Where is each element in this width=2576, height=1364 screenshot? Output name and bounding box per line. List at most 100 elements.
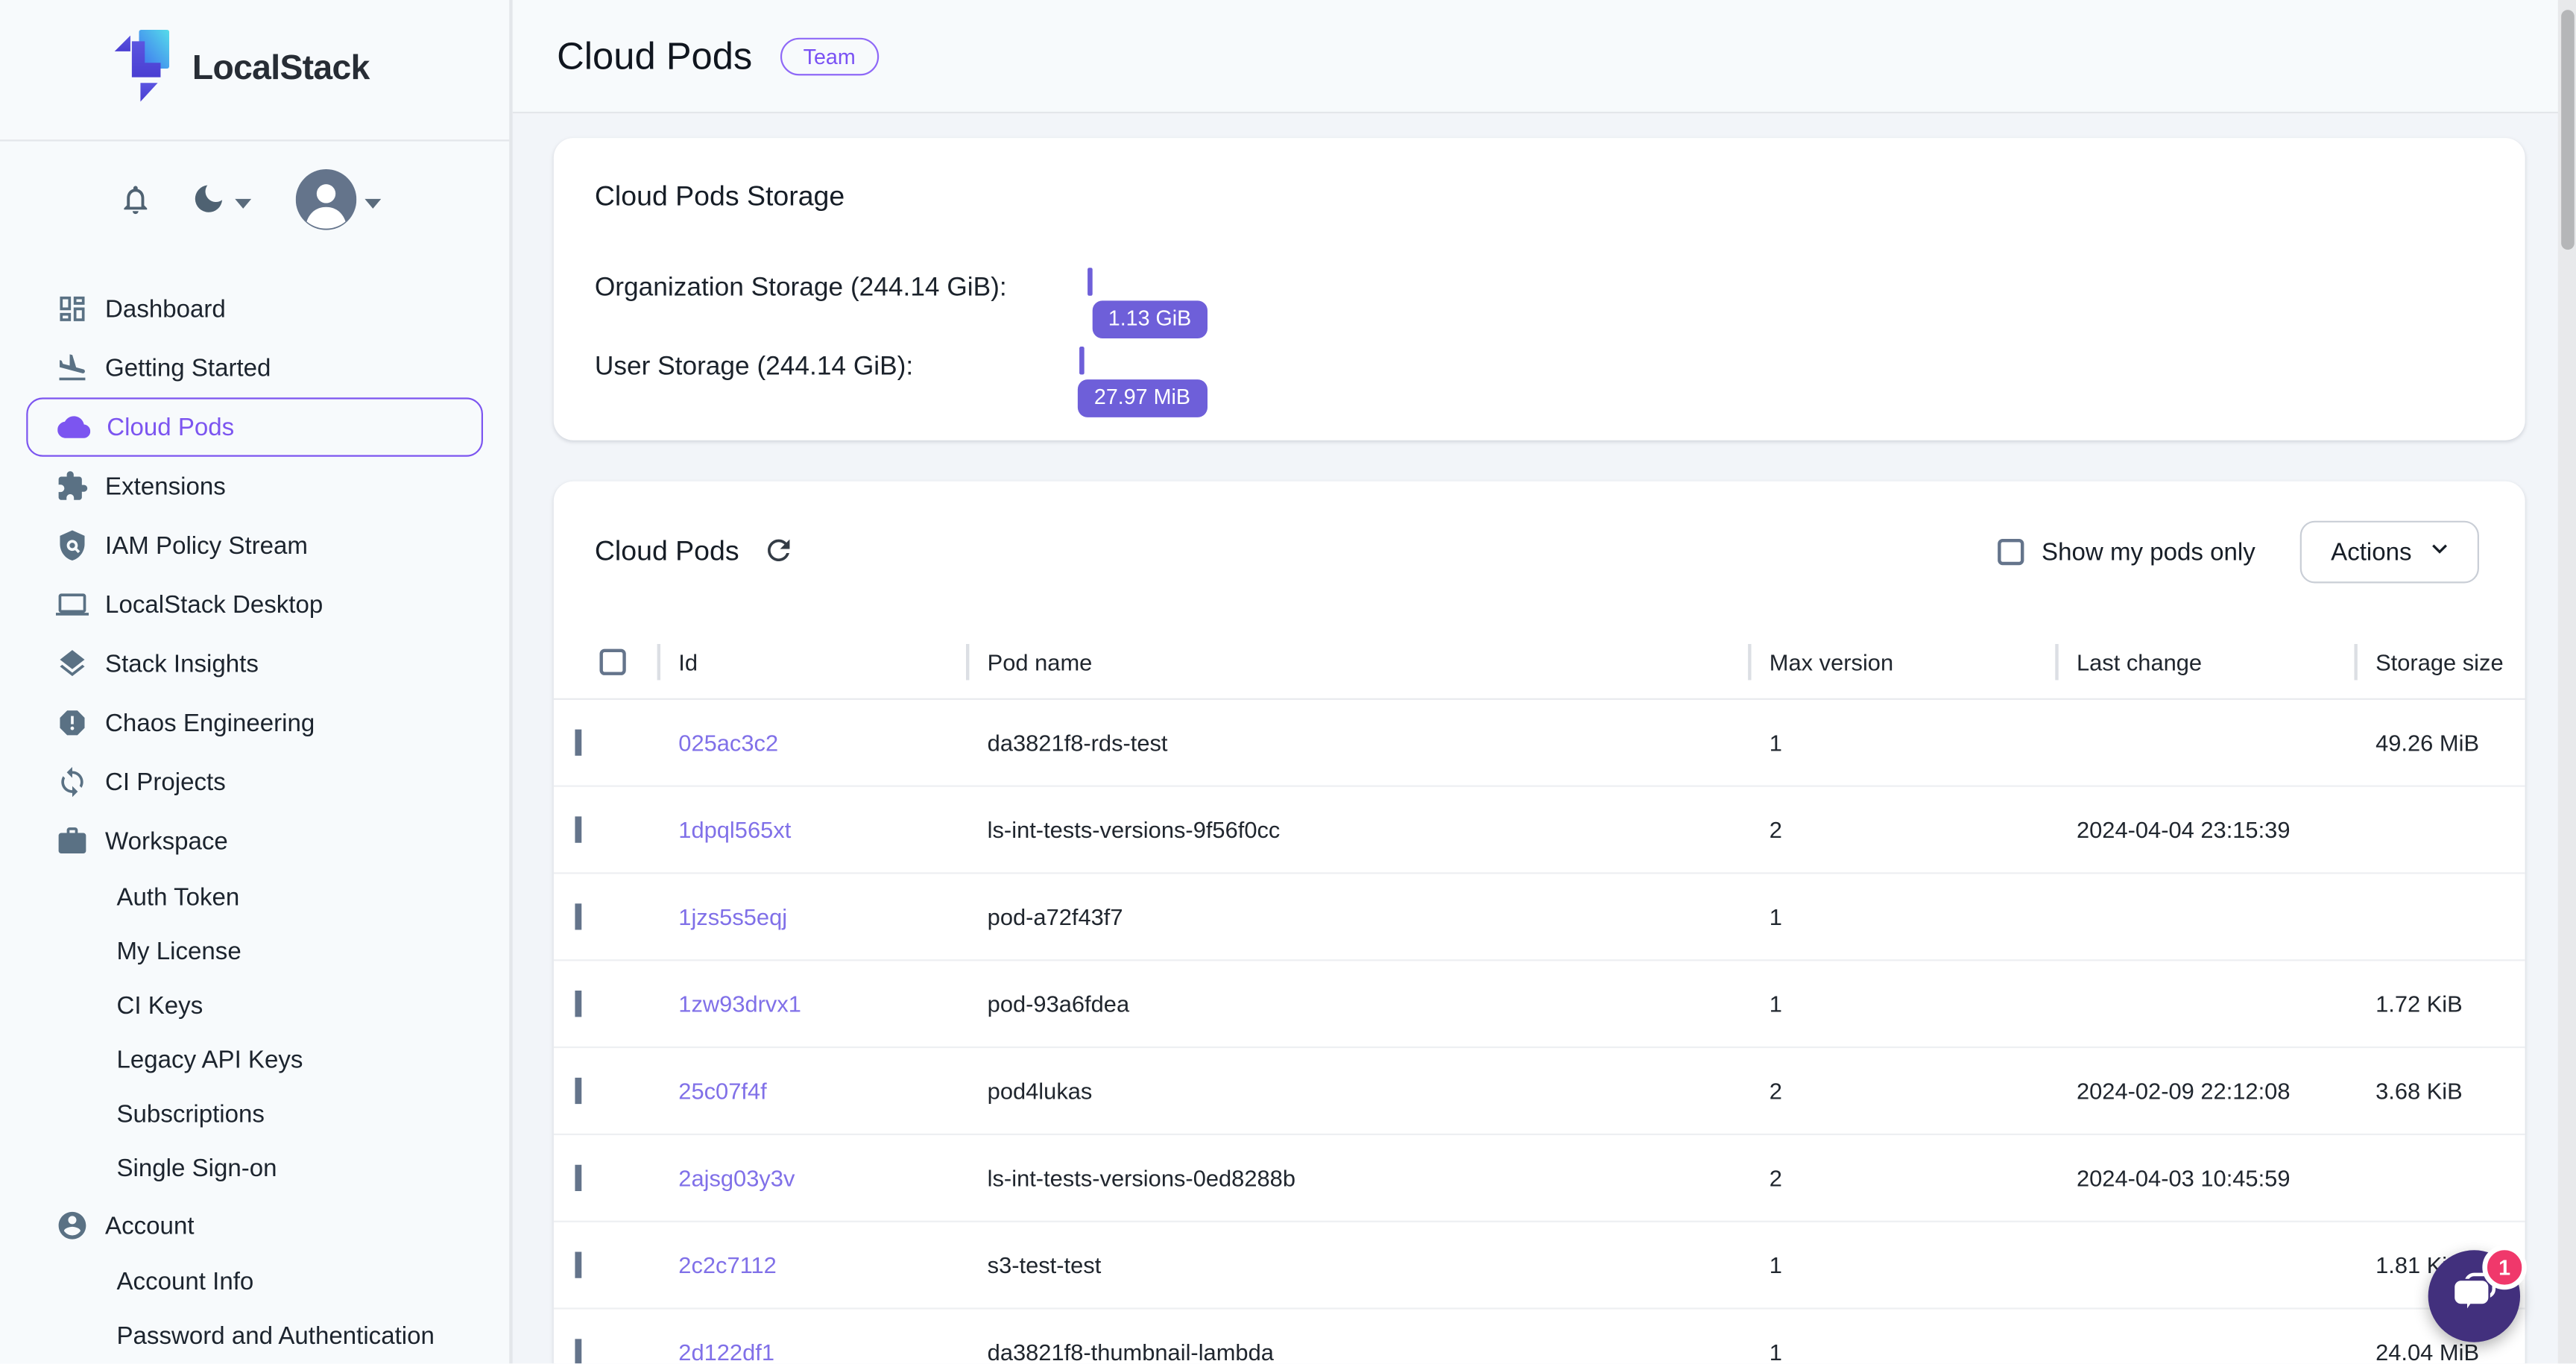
column-header-storage-size[interactable]: Storage size [2354, 642, 2525, 682]
pod-id-link[interactable]: 2ajsg03y3v [678, 1164, 795, 1191]
storage-card: Cloud Pods Storage Organization Storage … [553, 138, 2525, 441]
sidebar-item-label: Subscriptions [116, 1100, 265, 1129]
storage-card-title: Cloud Pods Storage [594, 180, 845, 212]
row-checkbox[interactable] [575, 1164, 582, 1191]
table-row: 2d122df1 da3821f8-thumbnail-lambda 1 24.04 … [554, 1310, 2525, 1364]
sidebar-item-single-sign-on[interactable]: Single Sign-on [26, 1142, 483, 1196]
sidebar-item-label: Cloud Pods [107, 413, 235, 441]
row-checkbox[interactable] [575, 816, 582, 843]
column-header-max-version[interactable]: Max version [1748, 642, 2055, 682]
sidebar-item-my-license[interactable]: My License [26, 925, 483, 979]
sidebar-item-ci-keys[interactable]: CI Keys [26, 979, 483, 1034]
plan-badge: Team [780, 37, 879, 75]
pods-card-title: Cloud Pods [594, 535, 739, 567]
report-octagon-icon [56, 707, 89, 739]
theme-menu[interactable] [191, 181, 252, 226]
pod-last-change: 2024-04-04 23:15:39 [2076, 816, 2291, 843]
briefcase-icon [56, 824, 89, 857]
sync-icon [56, 765, 89, 798]
table-row: 2ajsg03y3v ls-int-tests-versions-0ed8288b… [553, 1135, 2525, 1222]
table-row: 1jzs5s5eqj pod-a72f43f7 1 [553, 874, 2525, 962]
sidebar-item-label: CI Keys [116, 992, 203, 1020]
storage-label: Organization Storage (244.14 GiB): [594, 274, 1007, 303]
column-divider [2354, 643, 2358, 681]
storage-usage-marker [1087, 268, 1092, 296]
chevron-down-icon [2425, 534, 2455, 569]
column-divider [2055, 643, 2059, 681]
user-menu[interactable] [295, 168, 382, 239]
sidebar-item-label: Stack Insights [105, 649, 259, 678]
pod-max-version: 2 [1769, 816, 1782, 843]
row-checkbox[interactable] [575, 1077, 582, 1105]
column-header-label: Last change [2076, 648, 2203, 675]
sidebar-item-legacy-api-keys[interactable]: Legacy API Keys [26, 1033, 483, 1087]
pod-id-link[interactable]: 1jzs5s5eqj [678, 903, 788, 930]
sidebar-item-localstack-desktop[interactable]: LocalStack Desktop [26, 575, 483, 634]
row-checkbox[interactable] [575, 991, 582, 1017]
sidebar-item-extensions[interactable]: Extensions [26, 457, 483, 516]
storage-usage-badge: 27.97 MiB [1077, 379, 1208, 417]
user-avatar-icon [295, 168, 357, 239]
pod-id-link[interactable]: 1dpql565xt [678, 816, 792, 843]
row-checkbox[interactable] [575, 1251, 582, 1278]
sidebar-item-password-and-authentication[interactable]: Password and Authentication [26, 1310, 483, 1364]
select-all-checkbox[interactable] [599, 648, 626, 675]
refresh-button[interactable] [760, 534, 796, 569]
storage-row-organization: Organization Storage (244.14 GiB): 1.13 G… [594, 250, 2484, 338]
sidebar-item-chaos-engineering[interactable]: Chaos Engineering [26, 693, 483, 752]
sidebar-item-label: Password and Authentication [116, 1322, 435, 1351]
sidebar-item-subscriptions[interactable]: Subscriptions [26, 1087, 483, 1142]
sidebar-item-label: Dashboard [105, 294, 226, 323]
show-my-pods-checkbox[interactable] [1997, 538, 2024, 566]
pod-max-version: 1 [1769, 1339, 1782, 1364]
sidebar-item-label: Extensions [105, 472, 226, 501]
scrollbar-thumb[interactable] [2560, 10, 2574, 250]
pod-id-link[interactable]: 2c2c7112 [678, 1251, 777, 1278]
sidebar-item-auth-token[interactable]: Auth Token [26, 871, 483, 925]
sidebar-item-cloud-pods[interactable]: Cloud Pods [26, 397, 483, 457]
storage-row-user: User Storage (244.14 GiB): 27.97 MiB [595, 329, 2484, 417]
column-header-pod-name[interactable]: Pod name [965, 642, 1748, 682]
column-header-last-change[interactable]: Last change [2055, 642, 2354, 682]
pod-id-link[interactable]: 1zw93drvx1 [678, 991, 801, 1017]
pod-storage-size: 49.26 MiB [2375, 729, 2480, 756]
pod-id-link[interactable]: 25c07f4f [678, 1077, 767, 1105]
pod-name: ls-int-tests-versions-9f56f0cc [987, 816, 1281, 843]
sidebar-item-iam-policy-stream[interactable]: IAM Policy Stream [26, 516, 483, 575]
row-checkbox[interactable] [575, 903, 582, 930]
actions-button[interactable]: Actions [2299, 520, 2479, 584]
vertical-scrollbar[interactable] [2557, 0, 2576, 1364]
pods-table-header: Id Pod name Max version Last change Storage … [553, 626, 2525, 700]
notifications-bell-icon[interactable] [119, 182, 153, 224]
pod-max-version: 1 [1769, 903, 1782, 930]
column-divider [657, 643, 661, 681]
sidebar-item-workspace[interactable]: Workspace [26, 812, 483, 871]
localstack-lightning-logo-icon [112, 28, 181, 111]
pods-card-header: Cloud Pods Show my pods only [554, 520, 2525, 584]
column-divider [1748, 643, 1752, 681]
column-header-id[interactable]: Id [657, 642, 966, 682]
show-my-pods-filter[interactable]: Show my pods only [1997, 538, 2255, 566]
row-checkbox[interactable] [575, 1339, 582, 1364]
column-header-label: Id [678, 648, 698, 675]
sidebar-item-stack-insights[interactable]: Stack Insights [26, 634, 483, 693]
sidebar-item-getting-started[interactable]: Getting Started [26, 338, 483, 397]
sidebar-item-ci-projects[interactable]: CI Projects [26, 752, 483, 811]
pod-id-link[interactable]: 2d122df1 [678, 1339, 775, 1364]
sidebar-item-account-info[interactable]: Account Info [26, 1255, 483, 1310]
shield-search-icon [56, 529, 89, 562]
page-header: Cloud Pods Team [512, 0, 2576, 114]
pod-storage-size: 3.68 KiB [2375, 1077, 2463, 1105]
chat-widget-button[interactable]: 1 [2428, 1245, 2527, 1342]
brand-logo[interactable]: LocalStack [0, 0, 510, 142]
sidebar-item-account[interactable]: Account [26, 1196, 483, 1255]
pod-storage-size: 1.72 KiB [2375, 991, 2463, 1017]
sidebar-item-dashboard[interactable]: Dashboard [26, 280, 483, 338]
pod-max-version: 2 [1769, 1077, 1782, 1105]
row-checkbox[interactable] [575, 729, 582, 756]
actions-button-label: Actions [2331, 537, 2412, 566]
table-row: 025ac3c2 da3821f8-rds-test 1 49.26 MiB [553, 700, 2525, 787]
pod-id-link[interactable]: 025ac3c2 [678, 729, 779, 756]
table-row: 25c07f4f pod4lukas 2 2024-02-09 22:12:08 3.6… [553, 1048, 2525, 1136]
